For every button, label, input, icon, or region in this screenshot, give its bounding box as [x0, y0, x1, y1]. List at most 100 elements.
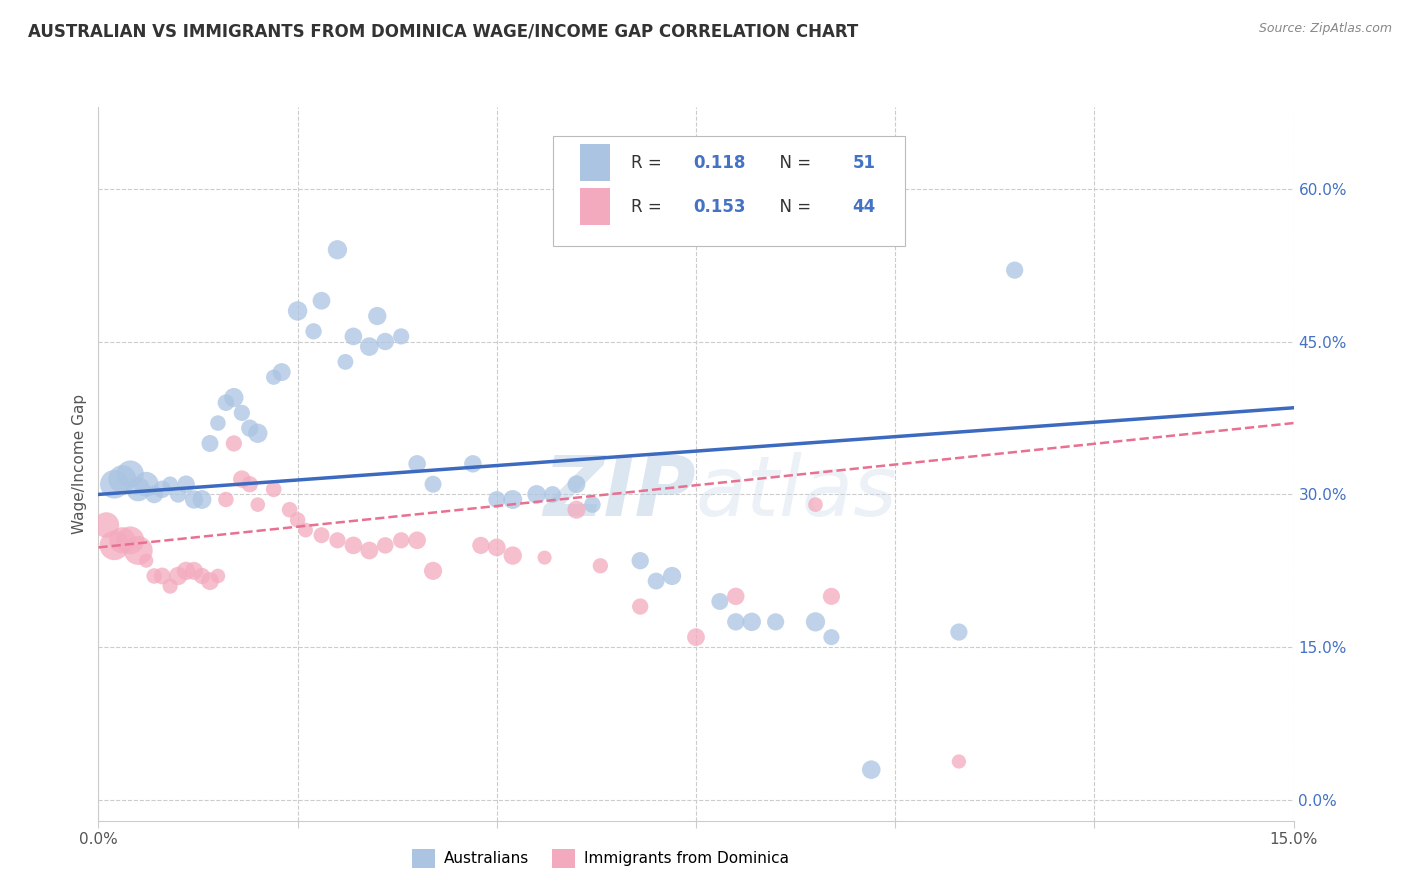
- Point: [287, 304, 309, 318]
- Point: [724, 590, 747, 604]
- Point: [628, 599, 651, 614]
- Point: [96, 518, 118, 533]
- Point: [581, 498, 603, 512]
- Point: [239, 421, 262, 435]
- Point: [406, 533, 429, 548]
- Point: [222, 391, 245, 405]
- Point: [191, 492, 214, 507]
- Point: [374, 538, 396, 552]
- Text: R =: R =: [631, 153, 672, 171]
- Point: [207, 416, 229, 430]
- Point: [174, 564, 197, 578]
- FancyBboxPatch shape: [581, 145, 610, 181]
- Point: [143, 569, 166, 583]
- Point: [1004, 263, 1026, 277]
- Point: [565, 502, 588, 516]
- Point: [860, 763, 883, 777]
- Point: [287, 513, 309, 527]
- Text: Source: ZipAtlas.com: Source: ZipAtlas.com: [1258, 22, 1392, 36]
- Point: [111, 472, 134, 486]
- Point: [311, 528, 333, 542]
- Text: ZIP: ZIP: [543, 452, 696, 533]
- Point: [294, 523, 316, 537]
- Text: AUSTRALIAN VS IMMIGRANTS FROM DOMINICA WAGE/INCOME GAP CORRELATION CHART: AUSTRALIAN VS IMMIGRANTS FROM DOMINICA W…: [28, 22, 859, 40]
- Point: [820, 630, 842, 644]
- Point: [302, 324, 325, 338]
- Point: [335, 355, 357, 369]
- Point: [103, 538, 125, 552]
- Point: [406, 457, 429, 471]
- Point: [246, 426, 269, 441]
- Point: [150, 569, 173, 583]
- Text: atlas: atlas: [696, 452, 897, 533]
- Point: [191, 569, 214, 583]
- Text: N =: N =: [769, 153, 817, 171]
- Point: [246, 498, 269, 512]
- Point: [470, 538, 492, 552]
- Point: [461, 457, 484, 471]
- Point: [565, 477, 588, 491]
- Point: [135, 477, 157, 491]
- Point: [215, 395, 238, 409]
- Point: [366, 309, 388, 323]
- Point: [661, 569, 683, 583]
- Point: [342, 538, 364, 552]
- Point: [198, 574, 221, 588]
- Point: [167, 569, 190, 583]
- Point: [127, 483, 149, 497]
- Point: [231, 472, 253, 486]
- Point: [389, 533, 412, 548]
- FancyBboxPatch shape: [581, 188, 610, 226]
- Point: [326, 243, 349, 257]
- Point: [263, 370, 285, 384]
- Point: [485, 541, 508, 555]
- Point: [541, 487, 564, 501]
- FancyBboxPatch shape: [553, 136, 905, 246]
- Point: [263, 483, 285, 497]
- Point: [359, 340, 381, 354]
- Point: [207, 569, 229, 583]
- Point: [198, 436, 221, 450]
- Point: [183, 492, 205, 507]
- Point: [502, 492, 524, 507]
- Point: [135, 554, 157, 568]
- Point: [326, 533, 349, 548]
- Point: [820, 590, 842, 604]
- Y-axis label: Wage/Income Gap: Wage/Income Gap: [72, 393, 87, 534]
- Point: [167, 487, 190, 501]
- Point: [741, 615, 763, 629]
- Point: [311, 293, 333, 308]
- Point: [502, 549, 524, 563]
- Point: [374, 334, 396, 349]
- Point: [948, 755, 970, 769]
- Point: [948, 625, 970, 640]
- Point: [709, 594, 731, 608]
- Point: [150, 483, 173, 497]
- Point: [804, 498, 827, 512]
- Point: [183, 564, 205, 578]
- Point: [533, 550, 555, 565]
- Point: [485, 492, 508, 507]
- Text: 0.118: 0.118: [693, 153, 747, 171]
- Point: [111, 533, 134, 548]
- Point: [765, 615, 787, 629]
- Point: [120, 533, 142, 548]
- Point: [143, 487, 166, 501]
- Point: [724, 615, 747, 629]
- Text: R =: R =: [631, 198, 672, 216]
- Point: [628, 554, 651, 568]
- Point: [270, 365, 292, 379]
- Text: 44: 44: [852, 198, 876, 216]
- Point: [422, 564, 444, 578]
- Point: [526, 487, 548, 501]
- Point: [222, 436, 245, 450]
- Point: [159, 477, 181, 491]
- Legend: Australians, Immigrants from Dominica: Australians, Immigrants from Dominica: [405, 843, 796, 873]
- Point: [389, 329, 412, 343]
- Point: [231, 406, 253, 420]
- Point: [804, 615, 827, 629]
- Text: 51: 51: [852, 153, 876, 171]
- Point: [103, 477, 125, 491]
- Point: [359, 543, 381, 558]
- Point: [127, 543, 149, 558]
